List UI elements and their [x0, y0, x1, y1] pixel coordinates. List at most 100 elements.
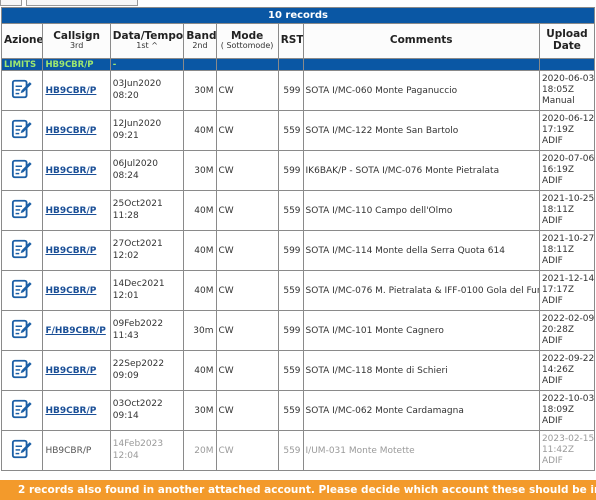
column-band[interactable]: Band 2nd: [184, 24, 216, 58]
callsign-cell: HB9CBR/P: [43, 391, 110, 430]
edit-icon[interactable]: [11, 399, 33, 423]
filter-box[interactable]: [0, 0, 22, 6]
qso-date: 22Sep2022: [112, 359, 165, 370]
mode-cell: CW: [216, 71, 278, 110]
band-cell: 40M: [184, 191, 216, 230]
edit-icon[interactable]: [11, 79, 33, 103]
rst-cell: 559: [278, 111, 303, 150]
callsign-cell: HB9CBR/P: [43, 111, 110, 150]
callsign-link[interactable]: HB9CBR/P: [45, 365, 97, 376]
comment-cell: IK6BAK/P - SOTA I/MC-076 Monte Pietralat…: [303, 151, 539, 190]
qso-time: 08:24: [112, 170, 139, 181]
band-cell: 30M: [184, 71, 216, 110]
qso-date: 06Jul2020: [112, 159, 159, 170]
edit-icon[interactable]: [11, 359, 33, 383]
rst-cell: 559: [278, 391, 303, 430]
upload-cell: 2021-12-14 17:17Z ADIF: [539, 271, 594, 310]
datetime-cell: 03Jun2020 08:20: [110, 71, 184, 110]
upload-time: 20:28Z: [541, 325, 575, 336]
edit-icon[interactable]: [11, 159, 33, 183]
rst-cell: 599: [278, 151, 303, 190]
column-mode[interactable]: Mode( Sottomode): [216, 24, 278, 58]
column-callsign-label[interactable]: Callsign: [53, 29, 101, 42]
upload-source: ADIF: [541, 415, 563, 426]
action-cell: [2, 111, 43, 150]
comment-cell: SOTA I/MC-114 Monte della Serra Quota 61…: [303, 231, 539, 270]
column-datetime-label[interactable]: Data/Tempo: [112, 29, 184, 42]
upload-source: ADIF: [541, 375, 563, 386]
mode-cell: CW: [216, 271, 278, 310]
comment-cell: SOTA I/MC-118 Monte di Schieri: [303, 351, 539, 390]
datetime-cell: 14Dec2021 12:01: [110, 271, 184, 310]
callsign-link[interactable]: HB9CBR/P: [45, 205, 97, 216]
upload-date: 2020-06-12: [541, 114, 594, 125]
upload-cell: 2021-10-25 18:11Z ADIF: [539, 191, 594, 230]
comment-cell: SOTA I/MC-076 M. Pietralata & IFF-0100 G…: [303, 271, 539, 310]
upload-source: ADIF: [541, 255, 563, 266]
callsign-link[interactable]: F/HB9CBR/P: [45, 325, 106, 336]
qso-time: 09:14: [112, 410, 139, 421]
action-cell: [2, 231, 43, 270]
qso-time: 12:01: [112, 290, 139, 301]
upload-date: 2022-09-22: [541, 354, 594, 365]
duplicate-records-warning: 2 records also found in another attached…: [0, 480, 596, 500]
rst-cell: 599: [278, 311, 303, 350]
edit-icon[interactable]: [11, 279, 33, 303]
table-row: HB9CBR/P 06Jul2020 08:24 30M CW 599 IK6BAK/P -…: [2, 151, 594, 190]
table-row: F/HB9CBR/P 09Feb2022 11:43 30m CW 599 SOTA I/M…: [2, 311, 594, 350]
column-action: Azione: [2, 24, 43, 58]
callsign-link[interactable]: HB9CBR/P: [45, 85, 97, 96]
upload-cell: 2022-09-22 14:26Z ADIF: [539, 351, 594, 390]
edit-icon[interactable]: [11, 439, 33, 463]
qso-time: 11:43: [112, 330, 139, 341]
qso-time: 11:28: [112, 210, 139, 221]
datetime-cell: 22Sep2022 09:09: [110, 351, 184, 390]
band-cell: 40M: [184, 111, 216, 150]
limits-label: LIMITS: [2, 59, 43, 70]
mode-cell: CW: [216, 391, 278, 430]
callsign-cell: HB9CBR/P: [43, 271, 110, 310]
qso-date: 14Feb2023: [112, 439, 164, 450]
edit-icon[interactable]: [11, 319, 33, 343]
upload-date: 2021-10-25: [541, 194, 594, 205]
edit-icon[interactable]: [11, 119, 33, 143]
records-banner: 10 records: [2, 8, 594, 23]
edit-icon[interactable]: [11, 199, 33, 223]
column-callsign[interactable]: Callsign 3rd: [43, 24, 110, 58]
log-table: 10 records Azione Callsign 3rd Data/Tempo…: [1, 7, 595, 471]
table-row: HB9CBR/P 12Jun2020 09:21 40M CW 559 SOTA I/MC-…: [2, 111, 594, 150]
action-cell: [2, 311, 43, 350]
edit-icon[interactable]: [11, 239, 33, 263]
mode-cell: CW: [216, 191, 278, 230]
upload-cell: 2020-06-03 18:05Z Manual: [539, 71, 594, 110]
band-cell: 40M: [184, 351, 216, 390]
qso-date: 14Dec2021: [112, 279, 165, 290]
table-row: HB9CBR/P 03Oct2022 09:14 30M CW 559 SOTA I/MC-…: [2, 391, 594, 430]
upload-time: 17:17Z: [541, 285, 575, 296]
upload-time: 16:19Z: [541, 165, 575, 176]
qso-date: 25Oct2021: [112, 199, 163, 210]
column-band-sort: 2nd: [192, 41, 208, 51]
action-cell: [2, 71, 43, 110]
band-cell: 30m: [184, 311, 216, 350]
callsign-cell: HB9CBR/P: [43, 431, 110, 470]
upload-time: 17:19Z: [541, 125, 575, 136]
qso-time: 12:02: [112, 250, 139, 261]
column-band-label[interactable]: Band: [186, 29, 216, 42]
upload-date: 2022-02-09: [541, 314, 594, 325]
column-datetime[interactable]: Data/Tempo 1st ^: [110, 24, 184, 58]
callsign-link[interactable]: HB9CBR/P: [45, 245, 97, 256]
column-mode-label[interactable]: Mode: [230, 29, 264, 42]
qso-date: 03Jun2020: [112, 79, 162, 90]
callsign-link[interactable]: HB9CBR/P: [45, 165, 97, 176]
callsign-link[interactable]: HB9CBR/P: [45, 125, 97, 136]
top-filter-strip: [0, 0, 596, 6]
upload-date: 2023-02-15: [541, 434, 594, 445]
mode-cell: CW: [216, 111, 278, 150]
callsign-link[interactable]: HB9CBR/P: [45, 405, 97, 416]
limits-row: LIMITS HB9CBR/P -: [2, 59, 594, 70]
qso-time: 12:04: [112, 450, 139, 461]
filter-box[interactable]: [26, 0, 138, 6]
records-count: 10 records: [2, 8, 594, 23]
callsign-link[interactable]: HB9CBR/P: [45, 285, 97, 296]
